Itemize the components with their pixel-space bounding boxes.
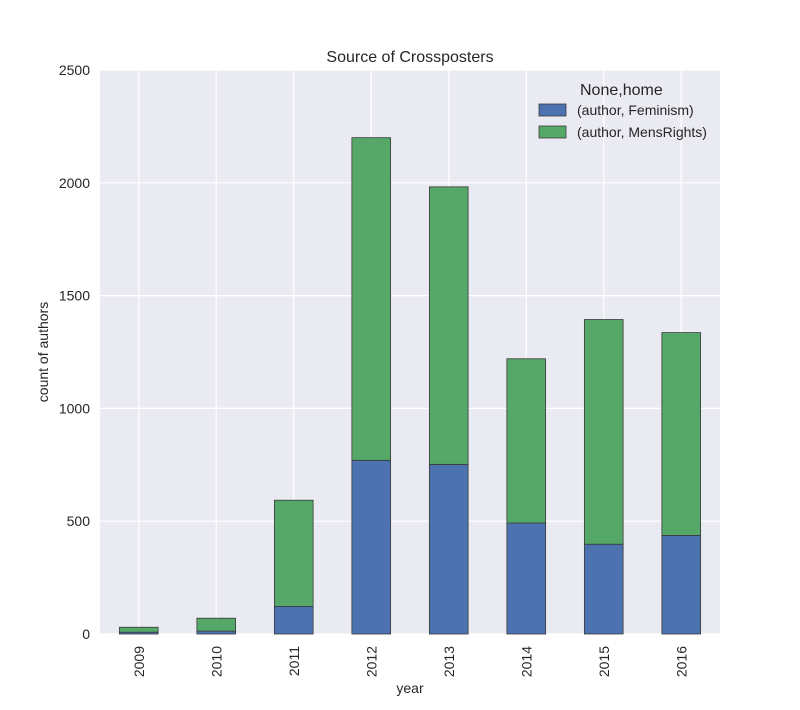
bar-feminism-2014 xyxy=(506,522,547,635)
x-tick-label: 2014 xyxy=(518,646,534,677)
y-tick-label: 0 xyxy=(82,626,90,642)
y-tick-label: 2500 xyxy=(59,62,90,78)
legend-swatch xyxy=(538,103,567,117)
bar-feminism-2010 xyxy=(196,630,237,635)
x-axis-label: year xyxy=(396,680,424,696)
bar-mensrights-2010 xyxy=(196,617,237,632)
plot-background xyxy=(100,70,720,634)
y-tick-label: 500 xyxy=(67,513,91,529)
bar-mensrights-2011 xyxy=(273,499,314,607)
bar-feminism-2011 xyxy=(273,606,314,635)
bars-layer xyxy=(118,137,702,635)
bar-mensrights-2014 xyxy=(506,358,547,524)
x-tick-label: 2012 xyxy=(363,646,379,677)
legend-items: (author, Feminism) (author, MensRights) xyxy=(538,102,707,140)
x-tick-label: 2010 xyxy=(208,646,224,677)
bar-feminism-2012 xyxy=(351,459,392,635)
x-tick-label: 2016 xyxy=(673,646,689,677)
x-tick-label: 2013 xyxy=(441,646,457,677)
legend-label: (author, MensRights) xyxy=(577,124,707,140)
y-tick-labels: 0 500 1000 1500 2000 2500 xyxy=(59,62,90,642)
bar-feminism-2016 xyxy=(661,535,702,635)
chart-title: Source of Crossposters xyxy=(326,49,493,66)
bar-mensrights-2012 xyxy=(351,137,392,461)
legend-label: (author, Feminism) xyxy=(577,102,694,118)
bar-mensrights-2016 xyxy=(661,332,702,536)
bar-mensrights-2015 xyxy=(583,319,624,545)
x-tick-label: 2015 xyxy=(596,646,612,677)
y-tick-label: 1000 xyxy=(59,400,90,416)
x-tick-label: 2011 xyxy=(286,646,302,676)
x-tick-label: 2009 xyxy=(131,646,147,677)
bar-feminism-2013 xyxy=(428,463,469,635)
bar-mensrights-2013 xyxy=(428,186,469,465)
legend: None,home (author, Feminism) (author, Men… xyxy=(538,82,707,140)
legend-swatch xyxy=(538,125,567,139)
y-tick-label: 2000 xyxy=(59,175,90,191)
legend-title: None,home xyxy=(580,82,663,99)
bar-mensrights-2009 xyxy=(118,626,159,633)
y-axis-label: count of authors xyxy=(35,302,51,402)
y-tick-label: 1500 xyxy=(59,288,90,304)
x-tick-labels: 2009 2010 2011 2012 2013 2014 2015 2016 xyxy=(131,646,690,677)
bar-feminism-2015 xyxy=(583,543,624,635)
